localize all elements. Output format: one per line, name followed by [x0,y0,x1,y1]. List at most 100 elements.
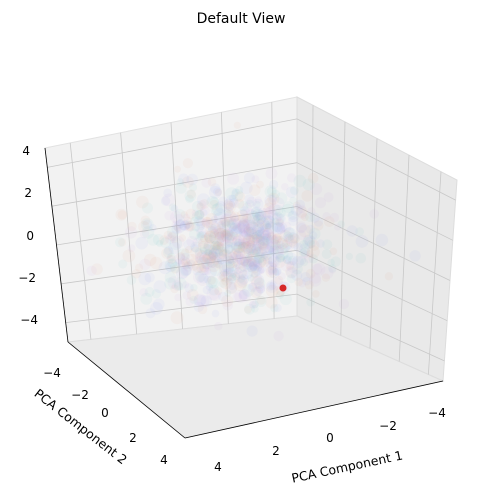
cloud-point [212,240,224,252]
cloud-point [307,207,316,216]
cloud-point [256,246,267,258]
cloud-point [225,259,235,269]
cloud-point [321,273,331,282]
cloud-point [300,272,311,282]
cloud-point [197,231,205,239]
cloud-point [287,232,299,244]
cloud-point [292,201,301,210]
cloud-point [263,233,272,242]
cloud-point [323,192,334,203]
cloud-point [242,233,256,247]
cloud-point [248,257,259,268]
cloud-point [273,222,284,233]
cloud-point [329,212,340,223]
cloud-point [271,240,282,251]
cloud-point [242,224,251,233]
cloud-point [200,205,210,216]
cloud-point [264,194,277,207]
cloud-point [235,222,248,234]
cloud-point [198,264,209,275]
cloud-point [242,284,255,297]
cloud-point [285,265,298,278]
cloud-point [203,241,212,250]
cloud-point [228,217,237,225]
cloud-point [267,209,279,221]
cloud-point [256,219,265,228]
cloud-point [281,203,295,217]
cloud-point [213,208,226,221]
cloud-point [223,199,234,210]
cloud-point [210,215,218,223]
cloud-point [295,206,308,218]
cloud-point [180,211,188,219]
cloud-point [243,239,257,253]
cloud-point [243,172,255,184]
cloud-point [230,225,243,237]
cloud-point [234,270,243,279]
cloud-point [291,269,303,281]
cloud-point [208,185,222,199]
cloud-point [266,240,279,253]
cloud-point [309,212,320,223]
cloud-point [238,289,251,302]
cloud-point [345,252,353,260]
cloud-point [271,222,282,233]
cloud-point [290,203,303,216]
cloud-point [219,216,230,227]
cloud-point [306,297,316,307]
cloud-point [221,247,230,256]
cloud-point [228,194,236,202]
cloud-point [117,210,127,220]
cloud-point [165,261,176,273]
cloud-point [239,228,247,237]
cloud-point [266,186,277,196]
cloud-point [240,241,253,254]
cloud-point [237,276,248,287]
cloud-point [265,221,278,235]
cloud-point [211,240,221,251]
cloud-point [276,290,285,299]
cloud-point [221,260,234,273]
cloud-point [164,277,177,290]
cloud-point [199,251,212,265]
cloud-point [246,226,257,238]
cloud-point [273,255,286,268]
cloud-point [167,254,177,264]
cloud-point [248,264,261,278]
cloud-point [196,200,207,211]
cloud-point [127,244,136,253]
cloud-point [312,290,320,298]
cloud-point [275,207,286,218]
cloud-point [289,258,298,266]
cloud-point [261,251,269,259]
cloud-point [300,258,308,267]
cloud-point [254,211,264,221]
cloud-point [268,244,280,256]
cloud-point [216,234,229,247]
cloud-point [273,267,281,276]
cloud-point [252,241,262,252]
cloud-point [283,233,294,244]
cloud-point [142,202,153,214]
cloud-point [275,217,284,227]
cloud-point [282,201,295,213]
cloud-point [267,268,275,276]
cloud-point [197,238,209,249]
z-tick-label: 2 [24,186,32,200]
cloud-point [196,250,209,263]
cloud-point [225,238,234,247]
grid-line-z [47,118,298,168]
cloud-point [265,266,278,278]
cloud-point [216,231,225,240]
cloud-point [163,230,173,240]
cloud-point [204,235,213,243]
cloud-point [118,259,128,269]
cloud-point [179,222,187,231]
cloud-point [201,177,212,188]
cloud-point [285,245,293,253]
cloud-point [205,266,217,278]
cloud-point [194,215,205,227]
z-tick-label: 0 [26,229,34,243]
cloud-point [182,158,193,169]
